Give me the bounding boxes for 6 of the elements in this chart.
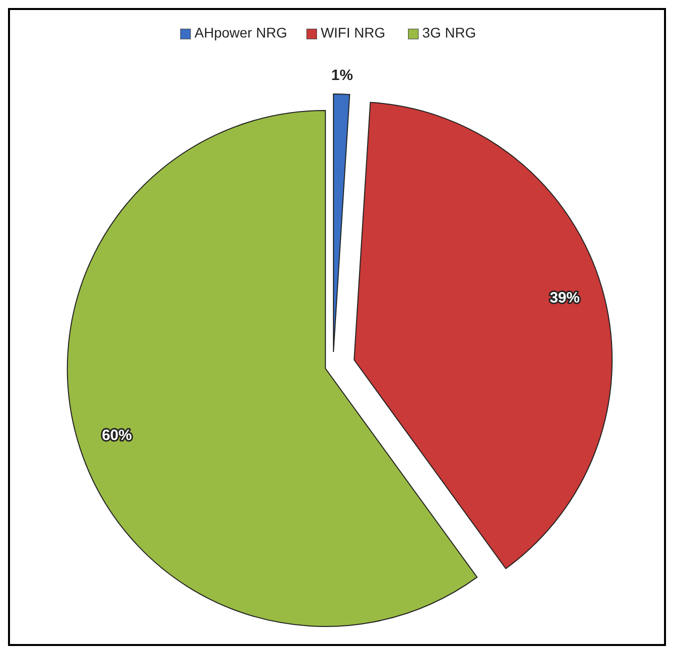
data-label: 39%: [550, 290, 580, 307]
data-label: 1%: [331, 67, 353, 84]
legend-label: 3G NRG: [422, 24, 476, 41]
legend-label: AHpower NRG: [194, 24, 288, 41]
legend-label: WIFI NRG: [320, 24, 386, 41]
data-label: 60%: [102, 427, 132, 444]
